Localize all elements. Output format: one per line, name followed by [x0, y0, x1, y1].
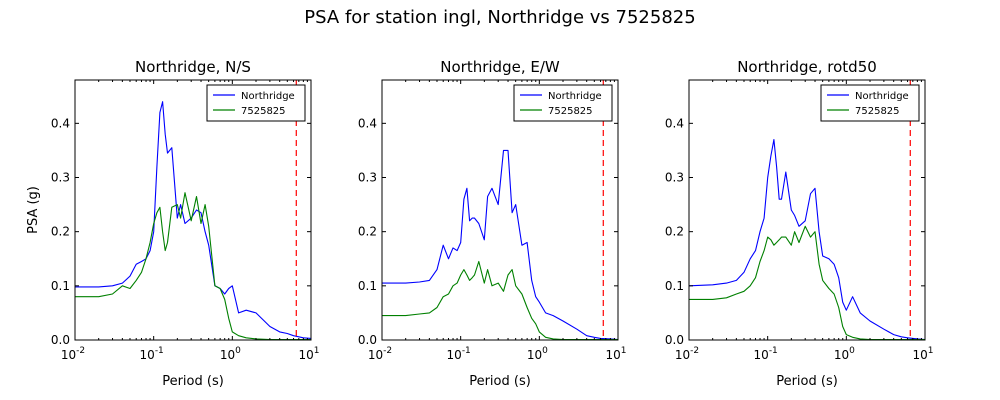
- figure-suptitle: PSA for station ingl, Northridge vs 7525…: [304, 7, 695, 28]
- y-tick-label: 0.0: [665, 333, 684, 347]
- x-tick-base: 10: [447, 348, 462, 362]
- y-tick-label: 0.3: [665, 171, 684, 185]
- series-line-7525825: [382, 260, 618, 341]
- legend-label-7525825: 7525825: [548, 106, 593, 117]
- x-tick-label: 10-1: [754, 346, 778, 362]
- y-tick-label: 0.1: [665, 279, 684, 293]
- axes-frame: [74, 79, 312, 341]
- y-tick-label: 0.1: [51, 279, 70, 293]
- legend-label-northridge: Northridge: [241, 91, 295, 102]
- x-tick-label: 10-2: [61, 346, 85, 362]
- x-tick-label: 100: [834, 346, 855, 362]
- x-axis-label: Period (s): [776, 374, 838, 389]
- x-tick-label: 10-2: [675, 346, 699, 362]
- legend-label-northridge: Northridge: [855, 91, 909, 102]
- series-line-7525825: [689, 225, 925, 341]
- x-tick-exponent: 1: [314, 346, 320, 356]
- x-axis-label: Period (s): [162, 374, 224, 389]
- series-line-northridge: [75, 101, 312, 339]
- x-tick-exponent: 1: [621, 346, 627, 356]
- x-tick-base: 10: [834, 348, 849, 362]
- x-tick-base: 10: [368, 348, 383, 362]
- x-tick-label: 10-1: [140, 346, 164, 362]
- x-tick-exponent: -2: [690, 346, 699, 356]
- y-axis-label: PSA (g): [26, 186, 41, 234]
- subplots-container: Northridge, N/S0.00.10.20.30.410-2 10-1 10…: [26, 58, 934, 389]
- x-tick-exponent: -1: [155, 346, 164, 356]
- x-tick-exponent: -2: [76, 346, 85, 356]
- legend-box: [820, 84, 920, 122]
- subplot-title: Northridge, N/S: [135, 58, 251, 76]
- legend: Northridge 7525825: [820, 84, 920, 122]
- series-line-northridge: [382, 149, 619, 341]
- legend-label-northridge: Northridge: [548, 91, 602, 102]
- x-tick-base: 10: [912, 348, 927, 362]
- subplot-2: Northridge, E/W0.00.10.20.30.410-2 10-1 10…: [358, 58, 627, 389]
- x-tick-base: 10: [298, 348, 313, 362]
- y-tick-label: 0.4: [358, 116, 377, 130]
- legend-box: [513, 84, 613, 122]
- x-tick-base: 10: [220, 348, 235, 362]
- x-tick-exponent: -1: [769, 346, 778, 356]
- y-tick-label: 0.4: [665, 116, 684, 130]
- y-tick-label: 0.2: [51, 225, 70, 239]
- x-tick-label: 101: [912, 346, 933, 362]
- x-tick-label: 100: [220, 346, 241, 362]
- axes-frame: [381, 79, 619, 341]
- x-tick-exponent: 1: [928, 346, 934, 356]
- y-tick-label: 0.3: [358, 171, 377, 185]
- legend-box: [206, 84, 306, 122]
- x-axis-label: Period (s): [469, 374, 531, 389]
- y-tick-label: 0.2: [358, 225, 377, 239]
- series-line-7525825: [75, 192, 311, 341]
- x-tick-base: 10: [675, 348, 690, 362]
- legend-label-7525825: 7525825: [855, 106, 900, 117]
- series-line-northridge: [688, 139, 926, 341]
- x-tick-base: 10: [754, 348, 769, 362]
- x-tick-label: 101: [605, 346, 626, 362]
- x-tick-label: 10-2: [368, 346, 392, 362]
- x-tick-label: 10-1: [447, 346, 471, 362]
- legend: Northridge 7525825: [513, 84, 613, 122]
- x-tick-label: 101: [298, 346, 319, 362]
- x-tick-exponent: 0: [542, 346, 548, 356]
- y-tick-label: 0.4: [51, 116, 70, 130]
- y-tick-label: 0.0: [51, 333, 70, 347]
- axes-frame: [688, 79, 926, 341]
- subplot-title: Northridge, E/W: [440, 58, 560, 76]
- x-tick-exponent: -1: [462, 346, 471, 356]
- x-tick-label: 100: [527, 346, 548, 362]
- y-tick-label: 0.2: [665, 225, 684, 239]
- legend-label-7525825: 7525825: [241, 106, 286, 117]
- subplot-1: Northridge, N/S0.00.10.20.30.410-2 10-1 10…: [26, 58, 320, 389]
- x-tick-exponent: 0: [235, 346, 241, 356]
- x-tick-base: 10: [140, 348, 155, 362]
- x-tick-exponent: -2: [383, 346, 392, 356]
- x-tick-base: 10: [527, 348, 542, 362]
- y-tick-label: 0.1: [358, 279, 377, 293]
- y-tick-label: 0.3: [51, 171, 70, 185]
- legend: Northridge 7525825: [206, 84, 306, 122]
- subplot-title: Northridge, rotd50: [737, 58, 877, 76]
- x-tick-base: 10: [605, 348, 620, 362]
- y-tick-label: 0.0: [358, 333, 377, 347]
- x-tick-base: 10: [61, 348, 76, 362]
- x-tick-exponent: 0: [849, 346, 855, 356]
